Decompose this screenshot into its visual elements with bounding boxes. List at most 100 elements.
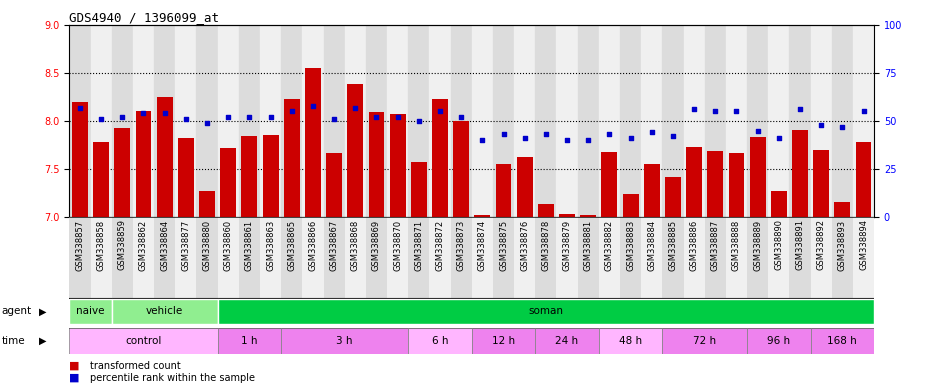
Bar xyxy=(834,202,850,217)
Bar xyxy=(853,217,874,298)
Bar xyxy=(517,157,533,217)
Bar xyxy=(136,111,152,217)
Bar xyxy=(196,25,217,217)
Bar xyxy=(263,136,278,217)
Bar xyxy=(472,217,493,298)
Text: naive: naive xyxy=(76,306,105,316)
Bar xyxy=(199,191,215,217)
Text: ▶: ▶ xyxy=(39,306,46,316)
Text: GSM338883: GSM338883 xyxy=(626,219,635,271)
Bar xyxy=(662,217,684,298)
Bar xyxy=(708,151,723,217)
Point xyxy=(581,137,596,143)
Bar xyxy=(281,217,302,298)
Point xyxy=(412,118,426,124)
Text: GSM338889: GSM338889 xyxy=(753,219,762,270)
Point xyxy=(475,137,489,143)
Bar xyxy=(368,113,385,217)
Point xyxy=(433,108,448,114)
Text: 12 h: 12 h xyxy=(492,336,515,346)
Bar xyxy=(620,217,641,298)
Bar xyxy=(302,217,324,298)
Bar xyxy=(598,328,662,354)
Bar xyxy=(115,128,130,217)
Bar xyxy=(429,25,450,217)
Point xyxy=(686,106,701,113)
Bar xyxy=(749,137,766,217)
Bar xyxy=(536,25,557,217)
Bar xyxy=(281,25,302,217)
Bar xyxy=(387,217,408,298)
Point xyxy=(665,133,680,139)
Point xyxy=(771,135,786,141)
Bar xyxy=(662,328,747,354)
Text: GSM338872: GSM338872 xyxy=(436,219,445,270)
Bar xyxy=(69,25,91,217)
Point xyxy=(72,104,87,111)
Bar xyxy=(644,164,660,217)
Bar xyxy=(832,217,853,298)
Text: GSM338890: GSM338890 xyxy=(774,219,783,270)
Point xyxy=(454,114,469,120)
Bar xyxy=(598,217,620,298)
Text: GSM338861: GSM338861 xyxy=(245,219,253,270)
Text: GSM338885: GSM338885 xyxy=(669,219,677,270)
Text: GSM338891: GSM338891 xyxy=(796,219,805,270)
Text: GSM338876: GSM338876 xyxy=(520,219,529,271)
Bar xyxy=(493,25,514,217)
Bar xyxy=(601,152,617,217)
Bar xyxy=(387,25,408,217)
Bar xyxy=(156,97,173,217)
Point xyxy=(857,108,871,114)
Bar xyxy=(453,121,469,217)
Text: GSM338868: GSM338868 xyxy=(351,219,360,271)
Text: agent: agent xyxy=(2,306,32,316)
Text: 168 h: 168 h xyxy=(828,336,857,346)
Point xyxy=(645,129,660,136)
Text: GSM338879: GSM338879 xyxy=(562,219,572,270)
Bar xyxy=(175,25,196,217)
Text: soman: soman xyxy=(528,306,563,316)
Bar xyxy=(789,25,810,217)
Text: GSM338866: GSM338866 xyxy=(308,219,317,271)
Bar xyxy=(429,217,450,298)
Bar xyxy=(792,130,808,217)
Bar xyxy=(305,68,321,217)
Bar xyxy=(366,217,387,298)
Bar xyxy=(641,25,662,217)
Bar xyxy=(93,142,109,217)
Text: 72 h: 72 h xyxy=(693,336,716,346)
Bar xyxy=(220,148,236,217)
Bar xyxy=(281,328,408,354)
Text: vehicle: vehicle xyxy=(146,306,183,316)
Point xyxy=(602,131,617,137)
Bar xyxy=(239,217,260,298)
Point xyxy=(179,116,193,122)
Bar xyxy=(217,25,239,217)
Bar xyxy=(684,217,705,298)
Bar xyxy=(154,25,175,217)
Bar xyxy=(493,217,514,298)
Text: ▶: ▶ xyxy=(39,336,46,346)
Text: GSM338857: GSM338857 xyxy=(76,219,84,270)
Bar xyxy=(577,25,598,217)
Bar xyxy=(641,217,662,298)
Point xyxy=(93,116,108,122)
Text: GSM338867: GSM338867 xyxy=(329,219,339,271)
Bar xyxy=(324,25,345,217)
Point xyxy=(284,108,299,114)
Bar xyxy=(747,217,769,298)
Text: transformed count: transformed count xyxy=(90,361,180,371)
Point xyxy=(835,124,850,130)
Bar xyxy=(178,138,194,217)
Bar xyxy=(260,217,281,298)
Text: GSM338894: GSM338894 xyxy=(859,219,868,270)
Point xyxy=(560,137,574,143)
Bar xyxy=(69,217,91,298)
Bar xyxy=(450,217,472,298)
Text: GSM338888: GSM338888 xyxy=(732,219,741,271)
Text: GSM338858: GSM338858 xyxy=(96,219,105,270)
Point xyxy=(517,135,532,141)
Text: 3 h: 3 h xyxy=(337,336,353,346)
Text: GSM338873: GSM338873 xyxy=(457,219,465,271)
